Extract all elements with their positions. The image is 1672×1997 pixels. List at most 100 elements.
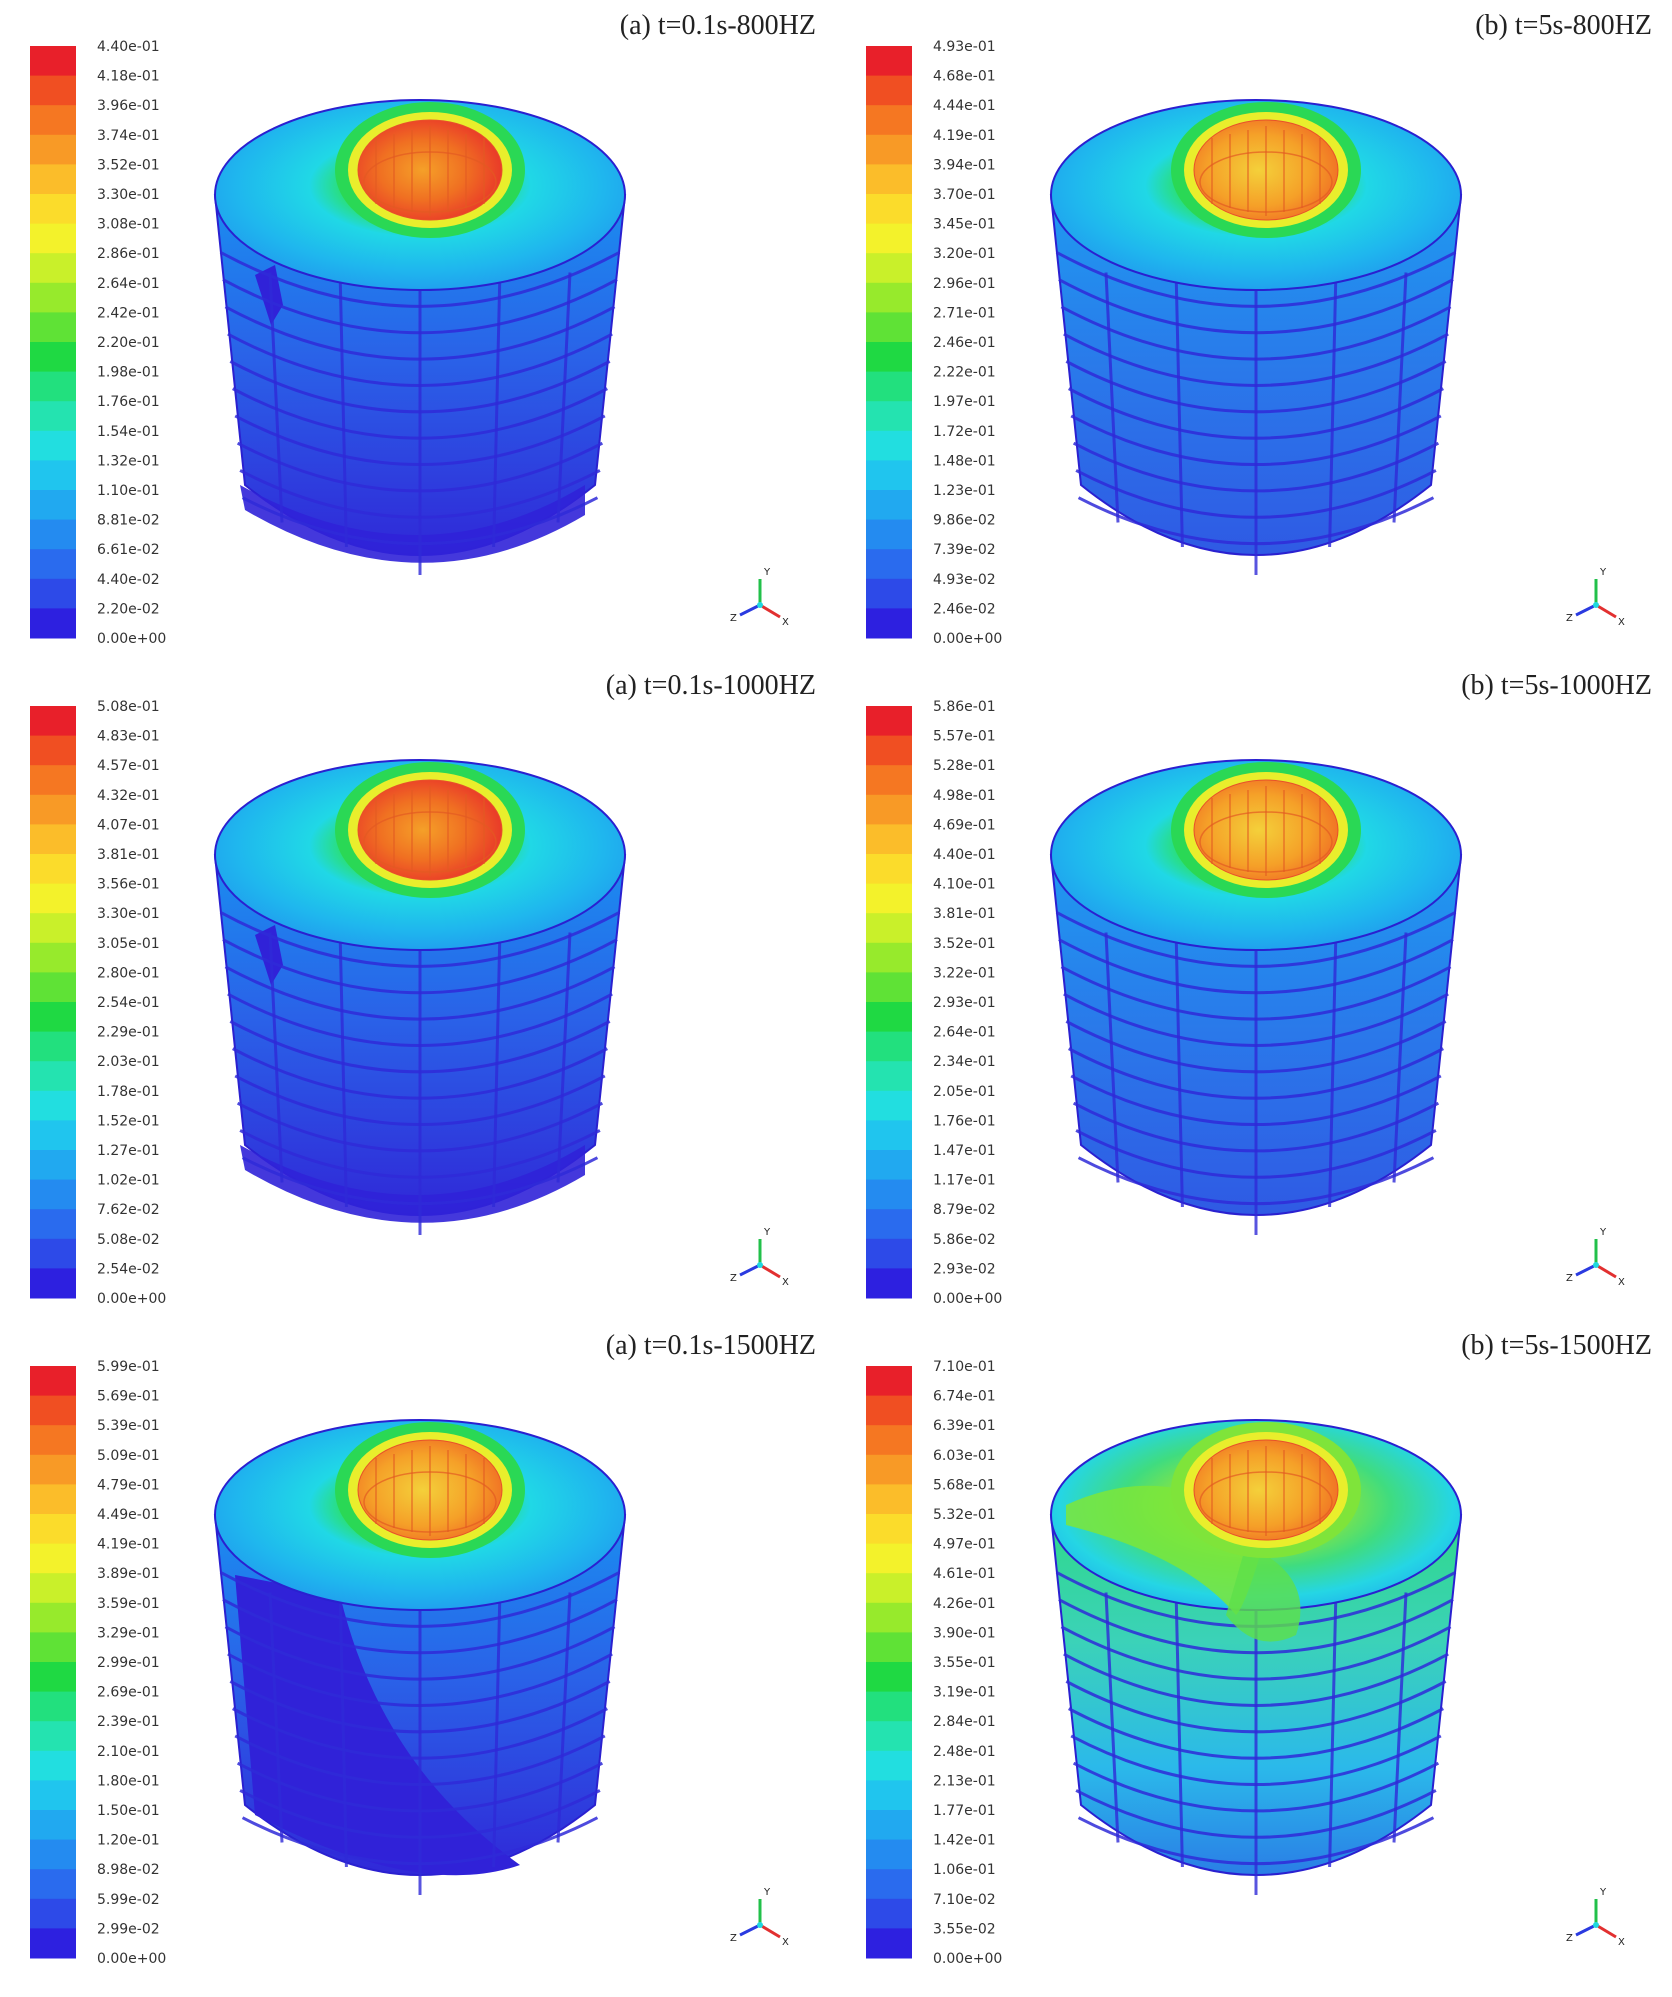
colorbar-segment <box>30 549 76 580</box>
low-value-region <box>240 485 585 563</box>
colorbar-segment <box>866 706 912 737</box>
colorbar-segment <box>30 401 76 432</box>
colorbar-tick-label: 1.17e-01 <box>933 1173 996 1189</box>
colorbar-tick-label: 6.74e-01 <box>933 1389 996 1405</box>
colorbar-segment <box>30 765 76 796</box>
colorbar-tick-label: 5.09e-01 <box>97 1448 160 1464</box>
contour-panel: (a) t=0.1s-800HZ 4.40e-01 4.18e-01 3.96e-01… <box>0 0 836 660</box>
colorbar-segment <box>866 1090 912 1121</box>
colorbar-tick-label: 3.52e-01 <box>933 936 996 952</box>
colorbar-segment <box>30 1602 76 1633</box>
colorbar-segment <box>30 1031 76 1062</box>
colorbar-tick-label: 2.10e-01 <box>97 1744 160 1760</box>
colorbar: 4.40e-01 4.18e-01 3.96e-01 3.74e-01 3.52e-01… <box>30 39 166 647</box>
colorbar-segment <box>866 312 912 343</box>
tank-model <box>213 99 627 575</box>
colorbar-segment <box>30 1268 76 1299</box>
x-axis-arrow <box>1595 1923 1617 1939</box>
colorbar-tick-label: 4.19e-01 <box>97 1537 160 1553</box>
colorbar-tick-label: 3.30e-01 <box>97 187 160 203</box>
colorbar-tick-label: 2.93e-01 <box>933 995 996 1011</box>
colorbar-tick-label: 2.96e-01 <box>933 276 996 292</box>
colorbar-tick-label: 2.99e-02 <box>97 1921 160 1937</box>
colorbar-tick-label: 1.76e-01 <box>97 394 160 410</box>
colorbar-tick-label: 4.57e-01 <box>97 758 160 774</box>
colorbar-tick-label: 1.80e-01 <box>97 1773 160 1789</box>
axis-label: X <box>782 1937 789 1948</box>
colorbar-tick-label: 4.18e-01 <box>97 69 160 85</box>
colorbar-tick-label: 2.54e-01 <box>97 995 160 1011</box>
colorbar-tick-label: 2.48e-01 <box>933 1744 996 1760</box>
low-value-region <box>235 1575 520 1876</box>
colorbar-segment <box>866 1543 912 1574</box>
colorbar-segment <box>30 1810 76 1841</box>
colorbar-tick-label: 4.61e-01 <box>933 1566 996 1582</box>
contour-figure: 4.40e-01 4.18e-01 3.96e-01 3.74e-01 3.52e-01… <box>30 39 789 647</box>
colorbar-tick-label: 1.02e-01 <box>97 1173 160 1189</box>
colorbar-segment <box>30 1120 76 1151</box>
wall-stiffener <box>1328 268 1338 548</box>
wall-stiffener <box>1392 932 1408 1183</box>
colorbar-tick-label: 2.13e-01 <box>933 1773 996 1789</box>
opening-ring-line <box>1199 1471 1333 1533</box>
colorbar-segment <box>866 223 912 254</box>
axis-label: Y <box>763 1227 771 1238</box>
wall-stiffener <box>1104 932 1120 1183</box>
colorbar-tick-label: 2.03e-01 <box>97 1054 160 1070</box>
contour-panel: (b) t=5s-1500HZ 7.10e-01 6.74e-01 6.39e-01 6… <box>836 1320 1672 1980</box>
colorbar-tick-label: 4.93e-02 <box>933 572 996 588</box>
colorbar-segment <box>866 549 912 580</box>
tank-model <box>213 1419 627 1895</box>
colorbar-tick-label: 0.00e+00 <box>97 1291 166 1307</box>
colorbar-tick-label: 6.61e-02 <box>97 542 160 558</box>
colorbar-segment <box>30 46 76 77</box>
colorbar: 5.08e-01 4.83e-01 4.57e-01 4.32e-01 4.07e-01… <box>30 699 166 1307</box>
colorbar-tick-label: 2.86e-01 <box>97 246 160 262</box>
panel-title: (b) t=5s-800HZ <box>1475 10 1652 41</box>
opening-ring-line <box>363 1471 497 1533</box>
opening-ring-line <box>363 151 497 213</box>
colorbar-tick-label: 4.93e-01 <box>933 39 996 55</box>
colorbar-segment <box>30 1454 76 1485</box>
wall-stiffener <box>268 932 284 1183</box>
colorbar-tick-label: 1.97e-01 <box>933 394 996 410</box>
triad-origin <box>757 602 763 608</box>
colorbar-tick-label: 2.34e-01 <box>933 1054 996 1070</box>
colorbar-segment <box>30 223 76 254</box>
colorbar-segment <box>30 1238 76 1269</box>
colorbar-tick-label: 5.99e-01 <box>97 1359 160 1375</box>
colorbar-tick-label: 3.30e-01 <box>97 906 160 922</box>
contour-figure: 4.93e-01 4.68e-01 4.44e-01 4.19e-01 3.94e-01… <box>866 39 1625 647</box>
colorbar-tick-label: 8.98e-02 <box>97 1862 160 1878</box>
colorbar-segment <box>30 282 76 313</box>
axis-label: Z <box>730 613 737 624</box>
x-axis-arrow <box>759 603 781 619</box>
axis-label: X <box>1618 1937 1625 1948</box>
colorbar-tick-label: 5.39e-01 <box>97 1418 160 1434</box>
colorbar-segment <box>866 401 912 432</box>
colorbar-segment <box>866 1366 912 1397</box>
colorbar-tick-label: 5.86e-02 <box>933 1232 996 1248</box>
colorbar-tick-label: 7.62e-02 <box>97 1202 160 1218</box>
colorbar-tick-label: 0.00e+00 <box>933 631 1002 647</box>
z-axis-arrow <box>739 1923 761 1937</box>
colorbar-tick-label: 1.77e-01 <box>933 1803 996 1819</box>
colorbar-segment <box>30 1209 76 1240</box>
colorbar-tick-label: 4.83e-01 <box>97 729 160 745</box>
colorbar-segment <box>866 1869 912 1900</box>
wall-stiffener <box>338 928 348 1208</box>
panel-title: (a) t=0.1s-1500HZ <box>605 1330 816 1361</box>
colorbar-tick-label: 1.48e-01 <box>933 453 996 469</box>
colorbar-tick-label: 3.29e-01 <box>97 1625 160 1641</box>
colorbar-segment <box>866 854 912 885</box>
colorbar-tick-label: 1.47e-01 <box>933 1143 996 1159</box>
axis-label: X <box>782 1277 789 1288</box>
colorbar-tick-label: 3.81e-01 <box>933 906 996 922</box>
colorbar-segment <box>30 1721 76 1752</box>
colorbar-tick-label: 5.57e-01 <box>933 729 996 745</box>
colorbar-tick-label: 3.90e-01 <box>933 1625 996 1641</box>
colorbar-segment <box>866 1395 912 1426</box>
colorbar-tick-label: 5.32e-01 <box>933 1507 996 1523</box>
axis-label: Y <box>1599 1887 1607 1898</box>
colorbar-segment <box>866 1839 912 1870</box>
